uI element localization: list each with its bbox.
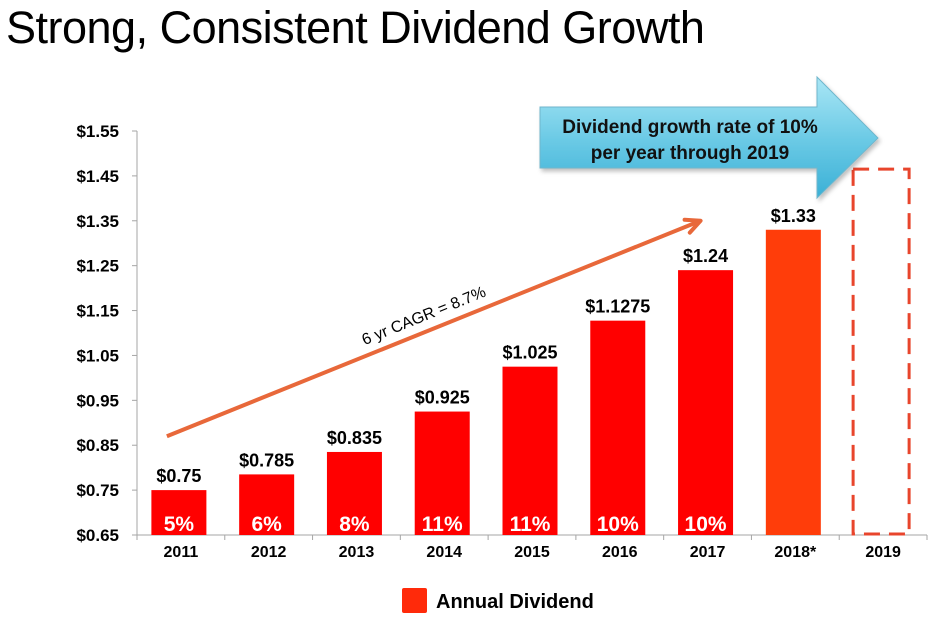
growth-label: 5% [164, 513, 195, 536]
growth-label: 8% [339, 513, 370, 536]
x-tick-label: 2014 [426, 544, 462, 561]
growth-callout-arrow [539, 75, 879, 200]
callout-text-line-1: Dividend growth rate of 10% [562, 117, 818, 138]
callout-text-line-2: per year through 2019 [591, 143, 790, 164]
bar-2012 [239, 474, 295, 535]
x-tick-label: 2018* [774, 544, 817, 561]
y-tick-label: $1.45 [76, 167, 119, 186]
y-tick-label: $1.15 [76, 302, 119, 321]
legend-label: Annual Dividend [436, 591, 594, 613]
page-title: Strong, Consistent Dividend Growth [6, 2, 705, 53]
y-axis: $0.65 $0.75 $0.85 $0.95 $1.05 $1.15 $1.25 $1.35… [76, 122, 138, 545]
data-label: $1.24 [683, 246, 728, 266]
projected-bar-2019 [851, 167, 911, 536]
x-tick-label: 2019 [865, 544, 901, 561]
growth-label: 11% [422, 513, 463, 536]
x-tick-label: 2015 [514, 544, 550, 561]
bars: $0.75 5% $0.785 6% $0.835 8% $0.925 11% $1.025 11… [151, 167, 911, 536]
bar-2014 [414, 411, 470, 535]
data-label: $0.75 [156, 466, 201, 486]
y-tick-label: $0.65 [76, 526, 119, 545]
data-label: $1.025 [502, 343, 557, 363]
arrow-head-icon [682, 217, 703, 235]
x-tick-label: 2011 [164, 544, 199, 561]
data-label: $1.33 [771, 206, 816, 226]
x-tick-label: 2012 [251, 544, 287, 561]
bar-2013 [326, 451, 382, 535]
cagr-arrow-line [166, 218, 702, 439]
bar-2015 [502, 366, 558, 535]
y-tick-label: $1.05 [76, 346, 119, 365]
y-tick-label: $0.95 [76, 391, 119, 410]
x-tick-label: 2016 [602, 544, 638, 561]
y-tick-label: $1.55 [76, 122, 119, 141]
growth-label: 11% [510, 513, 551, 536]
legend: Annual Dividend [402, 588, 594, 613]
y-tick-label: $1.35 [76, 212, 119, 231]
x-tick-label: 2017 [690, 544, 726, 561]
growth-label: 6% [251, 513, 282, 536]
callout-arrow-shape [539, 75, 879, 200]
y-tick-label: $0.75 [76, 481, 119, 500]
x-tick-label: 2013 [339, 544, 375, 561]
bar-2016 [590, 320, 646, 535]
data-label: $0.925 [415, 388, 470, 408]
bar-2011 [151, 490, 207, 535]
data-label: $0.835 [327, 428, 382, 448]
bar-2018 [765, 229, 821, 535]
data-label: $1.1275 [585, 297, 650, 317]
y-tick-label: $0.85 [76, 436, 119, 455]
legend-swatch [402, 588, 427, 613]
x-axis: 2011 2012 2013 2014 2015 2016 2017 2018* 2019 [136, 534, 928, 561]
growth-label: 10% [597, 513, 639, 536]
y-tick-label: $1.25 [76, 257, 119, 276]
data-label: $0.785 [239, 450, 294, 470]
bar-2017 [678, 270, 734, 535]
growth-label: 10% [685, 513, 727, 536]
